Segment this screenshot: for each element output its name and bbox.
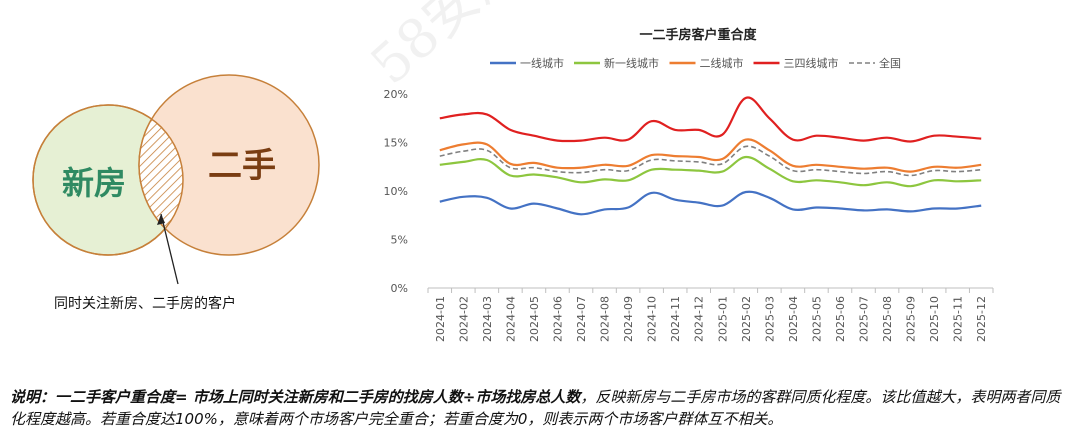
x-tick-label: 2024-10 bbox=[646, 296, 659, 342]
legend-label: 一线城市 bbox=[520, 56, 564, 70]
x-tick-label: 2025-10 bbox=[928, 296, 941, 342]
x-tick-label: 2025-09 bbox=[905, 296, 918, 342]
x-tick-label: 2024-06 bbox=[551, 296, 564, 342]
plot-area bbox=[439, 96, 982, 216]
note-rest: ，反映新房与二手房市场的客群同质化程度。该比值越大，表明两者同质化程度越高。若重… bbox=[10, 388, 1061, 428]
y-tick-label: 15% bbox=[384, 137, 408, 150]
legend-label: 三四线城市 bbox=[784, 56, 839, 70]
chart-title: 一二手房客户重合度 bbox=[639, 27, 757, 43]
x-tick-label: 2024-09 bbox=[622, 296, 635, 342]
chart-legend: 一线城市 新一线城市 二线城市 三四线城市 全国 bbox=[490, 56, 901, 70]
y-tick-label: 5% bbox=[391, 234, 408, 247]
x-tick-label: 2025-05 bbox=[810, 296, 823, 342]
x-tick-label: 2025-01 bbox=[716, 296, 729, 342]
x-tick-label: 2024-08 bbox=[599, 296, 612, 342]
x-tick-label: 2025-12 bbox=[975, 296, 988, 342]
x-tick-label: 2025-07 bbox=[858, 296, 871, 342]
note-bold: 说明：一二手客户重合度= 市场上同时关注新房和二手房的找房人数÷市场找房总人数 bbox=[10, 388, 581, 406]
x-tick-label: 2024-01 bbox=[434, 296, 447, 342]
venn-right-label: 二手 bbox=[208, 146, 276, 186]
series-line-0 bbox=[439, 190, 982, 216]
x-axis: 2024-01 2024-02 2024-03 2024-04 2024-05 2024-… bbox=[427, 287, 994, 342]
overlap-line-chart: 一二手房客户重合度 一线城市 新一线城市 二线城市 三四线城市 全国 0% 5% 10% 15… bbox=[384, 27, 994, 342]
x-tick-label: 2025-04 bbox=[787, 296, 800, 342]
legend-label: 全国 bbox=[879, 56, 901, 70]
legend-label: 二线城市 bbox=[700, 56, 744, 70]
x-tick-label: 2024-04 bbox=[504, 296, 517, 342]
y-tick-label: 10% bbox=[384, 185, 408, 198]
legend-label: 新一线城市 bbox=[604, 56, 659, 70]
venn-diagram: 新房 二手 同时关注新房、二手房的客户 bbox=[32, 74, 320, 312]
x-tick-label: 2024-07 bbox=[575, 296, 588, 342]
x-tick-label: 2025-11 bbox=[952, 296, 965, 342]
x-tick-label: 2025-08 bbox=[881, 296, 894, 342]
x-tick-label: 2024-11 bbox=[669, 296, 682, 342]
y-tick-label: 0% bbox=[391, 282, 408, 295]
venn-left-label: 新房 bbox=[62, 164, 126, 202]
y-axis: 0% 5% 10% 15% 20% bbox=[384, 88, 408, 295]
series-line-2 bbox=[439, 138, 982, 173]
venn-caption: 同时关注新房、二手房的客户 bbox=[54, 295, 236, 312]
x-tick-label: 2024-03 bbox=[481, 296, 494, 342]
explanation-note: 说明：一二手客户重合度= 市场上同时关注新房和二手房的找房人数÷市场找房总人数，… bbox=[10, 386, 1072, 430]
x-tick-label: 2025-02 bbox=[740, 296, 753, 342]
x-tick-label: 2024-05 bbox=[528, 296, 541, 342]
x-tick-label: 2024-02 bbox=[457, 296, 470, 342]
caption-arrow bbox=[160, 213, 179, 285]
x-tick-label: 2024-12 bbox=[693, 296, 706, 342]
series-line-1 bbox=[439, 155, 982, 188]
x-tick-label: 2025-03 bbox=[763, 296, 776, 342]
x-tick-label: 2025-06 bbox=[834, 296, 847, 342]
series-line-4 bbox=[439, 145, 982, 177]
y-tick-label: 20% bbox=[384, 88, 408, 101]
series-line-3 bbox=[439, 96, 982, 143]
